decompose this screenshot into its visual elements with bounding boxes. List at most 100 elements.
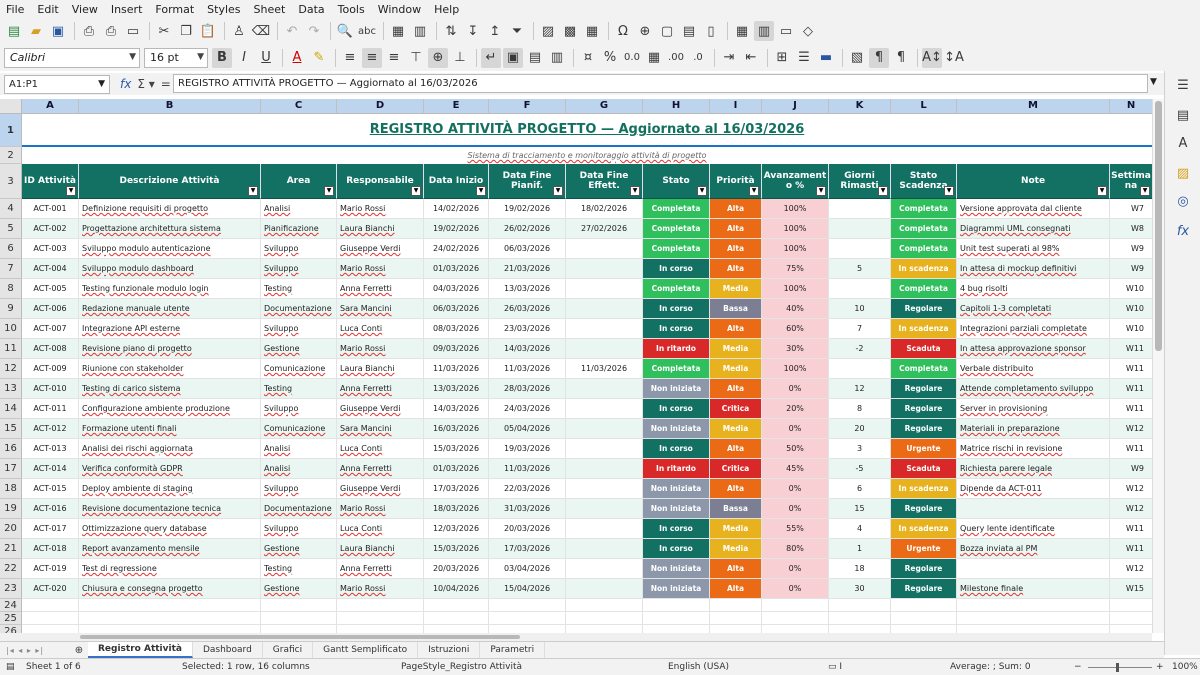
table-cell[interactable]: 11/03/2026 [566,359,643,379]
deadline-badge[interactable]: In scadenza [891,519,957,539]
column-header[interactable]: K [829,99,891,114]
priority-badge[interactable]: Media [710,419,762,439]
table-cell[interactable] [566,339,643,359]
table-cell[interactable]: 17/03/2026 [424,479,489,499]
priority-badge[interactable]: Media [710,339,762,359]
empty-cell[interactable] [261,599,337,612]
table-cell[interactable]: Giuseppe Verdi [337,239,424,259]
table-cell[interactable]: 06/03/2026 [424,299,489,319]
table-cell[interactable] [566,559,643,579]
align-right-icon[interactable]: ≡ [388,50,400,65]
font-size-combo[interactable]: 16 pt ▼ [144,47,208,68]
priority-badge[interactable]: Alta [710,219,762,239]
table-cell[interactable]: ACT-007 [22,319,79,339]
row-header[interactable]: 14 [0,399,22,419]
table-cell[interactable]: 03/04/2026 [489,559,566,579]
deadline-badge[interactable]: Regolare [891,419,957,439]
select-all-corner[interactable] [0,99,22,114]
row-header[interactable]: 16 [0,439,22,459]
table-cell[interactable]: ACT-013 [22,439,79,459]
sheet-tab[interactable]: Grafici [263,642,314,658]
menu-item-data[interactable]: Data [298,2,325,16]
table-cell[interactable]: 14/02/2026 [424,199,489,219]
empty-cell[interactable] [337,612,424,625]
status-badge[interactable]: In ritardo [643,459,710,479]
menu-item-window[interactable]: Window [377,2,422,16]
table-cell[interactable]: Anna Ferretti [337,459,424,479]
empty-cell[interactable] [22,599,79,612]
table-cell[interactable] [566,419,643,439]
table-cell[interactable]: ACT-018 [22,539,79,559]
autofilter-dropdown-icon[interactable]: ▼ [944,186,954,196]
deadline-badge[interactable]: Regolare [891,379,957,399]
table-cell[interactable]: 26/03/2026 [489,299,566,319]
empty-cell[interactable] [710,625,762,633]
deadline-badge[interactable]: Completata [891,219,957,239]
table-cell[interactable] [566,479,643,499]
menu-item-format[interactable]: Format [155,2,195,16]
zoom-slider-thumb[interactable] [1116,663,1119,672]
table-header-cell[interactable]: Data Fine Effett. ▼ [566,164,643,199]
table-cell[interactable]: Server in provisioning [957,399,1110,419]
table-cell[interactable]: Riunione con stakeholder [79,359,261,379]
table-cell[interactable]: Dipende da ACT-011 [957,479,1110,499]
paste-icon[interactable]: 📋 [199,23,217,39]
unmerge-icon[interactable]: ▤ [528,50,542,65]
table-cell[interactable]: W12 [1110,479,1152,499]
priority-badge[interactable]: Alta [710,479,762,499]
empty-cell[interactable] [566,625,643,633]
table-cell[interactable]: 15/03/2026 [424,439,489,459]
table-cell[interactable]: Giuseppe Verdi [337,479,424,499]
font-color-icon[interactable]: A [292,50,302,65]
progress-cell[interactable]: 0% [762,579,829,599]
empty-cell[interactable] [762,625,829,633]
empty-cell[interactable] [424,612,489,625]
table-cell[interactable]: Testing [261,559,337,579]
table-cell[interactable]: Laura Bianchi [337,359,424,379]
empty-cell[interactable] [337,599,424,612]
status-badge[interactable]: In corso [643,519,710,539]
priority-badge[interactable]: Alta [710,439,762,459]
highlight-color-icon[interactable]: ✎ [313,50,325,65]
priority-badge[interactable]: Media [710,279,762,299]
table-cell[interactable]: ACT-019 [22,559,79,579]
table-header-cell[interactable]: Avanzament o % ▼ [762,164,829,199]
table-cell[interactable]: ACT-002 [22,219,79,239]
table-cell[interactable] [566,379,643,399]
table-header-cell[interactable]: Area ▼ [261,164,337,199]
column-header[interactable]: C [261,99,337,114]
table-cell[interactable]: 1 [829,539,891,559]
sheet-tab[interactable]: Dashboard [193,642,263,658]
table-cell[interactable]: In attesa approvazione sponsor [957,339,1110,359]
vertical-text-icon[interactable]: ↕A [944,50,964,65]
menu-item-file[interactable]: File [6,2,25,16]
cut-icon[interactable]: ✂ [158,23,170,39]
table-cell[interactable]: ACT-010 [22,379,79,399]
status-badge[interactable]: Completata [643,199,710,219]
priority-badge[interactable]: Alta [710,319,762,339]
table-cell[interactable]: Sviluppo [261,519,337,539]
left-to-right-icon[interactable]: ¶ [869,47,889,68]
row-header[interactable]: 1 [0,114,22,147]
table-cell[interactable]: Test di regressione [79,559,261,579]
empty-cell[interactable] [261,612,337,625]
zoom-in-icon[interactable]: + [1156,662,1164,672]
table-cell[interactable]: Revisione documentazione tecnica [79,499,261,519]
horizontal-scrollbar[interactable] [0,633,1152,641]
table-cell[interactable] [829,239,891,259]
empty-cell[interactable] [762,612,829,625]
border-color-icon[interactable]: ▬ [819,50,833,65]
table-cell[interactable] [829,219,891,239]
table-cell[interactable]: 20 [829,419,891,439]
align-bottom-icon[interactable]: ⊥ [454,50,466,65]
redo-icon[interactable]: ↷ [308,23,320,39]
sheet-tab[interactable]: Gantt Semplificato [313,642,419,658]
row-header[interactable]: 10 [0,319,22,339]
menu-item-tools[interactable]: Tools [337,2,365,16]
table-cell[interactable]: W15 [1110,579,1152,599]
table-cell[interactable]: Milestone finale [957,579,1110,599]
progress-cell[interactable]: 100% [762,279,829,299]
deadline-badge[interactable]: In scadenza [891,479,957,499]
row-icon[interactable]: ▦ [391,23,405,39]
function-wizard-icon[interactable]: fx [120,77,132,91]
